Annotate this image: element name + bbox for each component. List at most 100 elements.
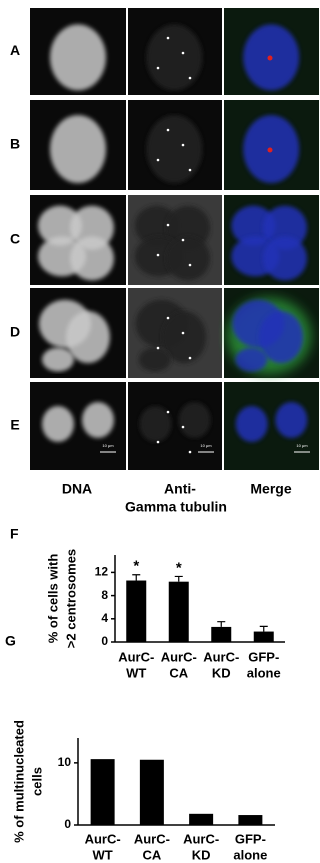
error-bar <box>259 625 268 632</box>
centrosome <box>188 263 192 267</box>
centrosome <box>156 158 160 162</box>
chart-label: G <box>5 633 16 649</box>
bar <box>126 580 147 642</box>
y-axis-label: cells <box>29 767 44 796</box>
nucleus <box>178 402 211 438</box>
centrosome <box>188 450 192 454</box>
x-tick-label: CA <box>169 665 188 680</box>
bar <box>139 759 164 825</box>
centrosome <box>166 128 170 132</box>
nucleus <box>166 205 211 250</box>
bar <box>90 759 115 825</box>
y-tick-label: 0 <box>64 817 71 831</box>
nucleus <box>146 24 203 91</box>
centrosome <box>181 143 185 147</box>
panel-label: A <box>10 42 20 58</box>
nucleus <box>139 406 172 442</box>
centrosome <box>181 331 185 335</box>
nucleus <box>82 402 114 438</box>
centrosome <box>188 168 192 172</box>
y-tick-label: 10 <box>58 755 72 769</box>
centrosome <box>188 356 192 360</box>
micrograph-grid: 10 μm 10 μm 10 μm <box>30 8 319 470</box>
centrosome <box>156 253 160 257</box>
y-axis-label: % of multinucleated <box>11 720 26 843</box>
x-tick-label: alone <box>247 665 281 680</box>
scale-bar-label: 10 μm <box>200 443 212 448</box>
x-tick-label: WT <box>126 665 146 680</box>
nucleus <box>50 115 106 184</box>
bar <box>238 815 263 825</box>
centrosome <box>181 425 185 429</box>
y-axis-label: >2 centrosomes <box>63 549 78 648</box>
x-tick-label: AurC- <box>118 649 154 664</box>
nucleus <box>166 236 211 281</box>
x-tick-label: KD <box>212 665 231 680</box>
bar <box>189 813 214 825</box>
panel-label: E <box>10 417 19 433</box>
nucleus <box>235 347 268 372</box>
scale-bar-label: 10 μm <box>102 443 114 448</box>
centrosome <box>181 238 185 242</box>
nucleus <box>235 406 268 442</box>
x-tick-label: KD <box>192 847 211 862</box>
chart-label: F <box>10 526 19 542</box>
nucleus <box>70 205 114 250</box>
x-tick-label: GFP- <box>235 831 266 846</box>
centrosome <box>166 410 170 414</box>
centrosome <box>166 316 170 320</box>
nucleus <box>66 311 110 364</box>
nucleus <box>50 24 106 91</box>
x-tick-label: AurC- <box>183 831 219 846</box>
nucleus <box>275 402 308 438</box>
nucleus <box>162 311 207 364</box>
panel-label: B <box>10 136 20 152</box>
centrosome <box>181 51 185 55</box>
bar <box>168 581 189 642</box>
nucleus <box>259 311 304 364</box>
panel-label: D <box>10 324 20 340</box>
nucleus <box>42 347 74 372</box>
centrosome <box>188 76 192 80</box>
centrosome <box>156 440 160 444</box>
centrosome <box>267 55 273 61</box>
nucleus <box>263 236 308 281</box>
error-bar <box>132 574 141 581</box>
column-subtitle: Gamma tubulin <box>125 499 227 515</box>
nucleus <box>38 205 82 246</box>
nucleus <box>231 205 276 246</box>
column-label: DNA <box>62 481 92 497</box>
nucleus <box>70 236 114 281</box>
nucleus <box>146 115 203 184</box>
nucleus <box>42 406 74 442</box>
panel-label: C <box>10 231 20 247</box>
error-bar <box>217 621 226 627</box>
x-tick-label: alone <box>233 847 267 862</box>
x-tick-label: WT <box>93 847 113 862</box>
y-tick-label: 12 <box>95 565 109 579</box>
x-tick-label: GFP- <box>248 649 279 664</box>
error-bar <box>174 575 183 582</box>
x-tick-label: AurC- <box>161 649 197 664</box>
bar <box>253 631 274 642</box>
y-tick-label: 0 <box>101 634 108 648</box>
y-tick-label: 8 <box>101 588 108 602</box>
column-label: Merge <box>250 481 291 497</box>
y-axis-label: % of cells with <box>45 554 60 644</box>
centrosome <box>156 346 160 350</box>
x-tick-label: AurC- <box>134 831 170 846</box>
column-label: Anti- <box>164 481 196 497</box>
y-tick-label: 4 <box>101 611 108 625</box>
centrosome <box>156 66 160 70</box>
x-tick-label: CA <box>142 847 161 862</box>
x-tick-label: AurC- <box>203 649 239 664</box>
scale-bar-label: 10 μm <box>296 443 308 448</box>
centrosome <box>166 36 170 40</box>
centrosome <box>267 147 273 153</box>
nucleus <box>138 347 171 372</box>
bar <box>211 626 232 642</box>
centrosome <box>166 223 170 227</box>
significance-marker: * <box>176 559 182 576</box>
x-tick-label: AurC- <box>85 831 121 846</box>
